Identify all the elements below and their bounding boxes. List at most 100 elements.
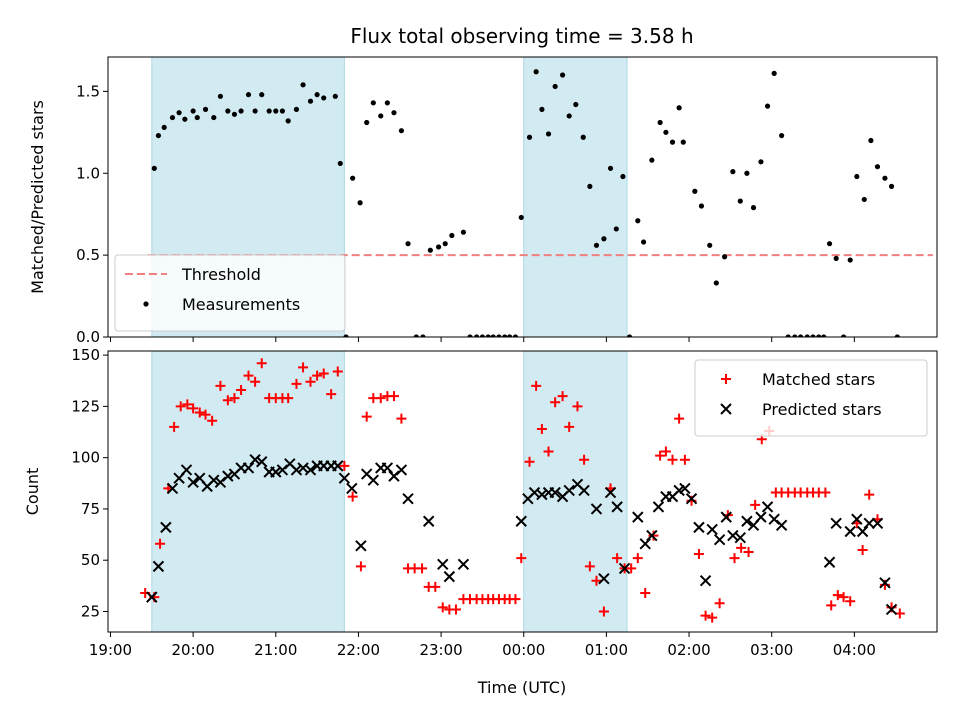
predicted-point (437, 558, 449, 571)
matched-point (175, 401, 186, 412)
x-tick-label: 03:00 (750, 641, 793, 659)
matched-point (686, 495, 697, 506)
matched-point (640, 588, 651, 599)
measurement-point (826, 241, 833, 247)
measurement-point (321, 95, 327, 101)
predicted-point (290, 464, 303, 476)
matched-point (437, 602, 448, 613)
matched-point (332, 366, 343, 377)
matched-point (626, 563, 637, 574)
predicted-point (590, 503, 603, 515)
predicted-point (222, 470, 234, 482)
matched-point (318, 368, 329, 379)
measurement-point (698, 203, 705, 209)
matched-point (564, 421, 575, 432)
measurement-point (512, 334, 519, 337)
matched-point (215, 380, 226, 391)
measurement-point (449, 232, 455, 239)
y-tick-label: 100 (71, 449, 100, 467)
measurement-point (545, 131, 552, 137)
measurement-point (467, 334, 473, 337)
matched-point (743, 547, 754, 558)
measurement-point (816, 334, 822, 337)
matched-point (550, 397, 561, 408)
matched-point (396, 413, 407, 424)
matched-point (598, 606, 609, 617)
matched-point (516, 553, 527, 564)
measurement-point (847, 257, 853, 263)
measurement-point (620, 173, 626, 180)
matched-point (736, 542, 747, 553)
matched-point (820, 487, 831, 498)
measurement-point (573, 101, 579, 108)
plot-area (140, 358, 905, 623)
measurement-point (601, 236, 607, 242)
x-tick-label: 22:00 (337, 641, 380, 659)
x-axis-label: Time (UTC) (477, 678, 566, 697)
predicted-point (632, 511, 644, 523)
matched-point (182, 399, 193, 410)
predicted-point (823, 556, 836, 568)
measurement-point (888, 183, 895, 189)
predicted-point (856, 525, 869, 538)
matched-point (305, 376, 316, 387)
measurement-point (161, 124, 167, 131)
matched-point (864, 489, 875, 500)
y-tick-label: 75 (81, 500, 100, 518)
legend-label: Measurements (182, 295, 300, 314)
measurement-point (744, 170, 750, 176)
measurement-point (436, 244, 442, 250)
matched-point (543, 446, 554, 457)
measurement-point (779, 132, 785, 139)
measurement-point (496, 334, 502, 337)
measurement-point (635, 218, 641, 224)
y-tick-label: 50 (81, 551, 100, 569)
matched-point (632, 553, 643, 564)
matched-point (169, 421, 180, 432)
y-axis-label: Matched/Predicted stars (28, 100, 47, 294)
measurement-point (151, 165, 157, 171)
measurement-point (266, 108, 272, 114)
measurement-point (413, 334, 419, 337)
y-tick-label: 0.0 (76, 328, 100, 346)
measurement-point (378, 113, 384, 119)
matched-point (750, 499, 761, 510)
matched-point (207, 415, 218, 426)
measurement-point (833, 255, 839, 262)
matched-point (524, 456, 535, 467)
matched-point (729, 553, 740, 564)
matched-point (612, 553, 623, 564)
predicted-point (242, 462, 255, 474)
matched-point (200, 409, 211, 420)
matched-point (857, 544, 868, 555)
measurement-point (391, 110, 397, 116)
measurement-point (580, 134, 586, 140)
matched-point (667, 454, 678, 465)
matched-point (236, 384, 247, 395)
x-tick-label: 19:00 (89, 641, 132, 659)
x-tick-label: 23:00 (419, 641, 462, 659)
measurement-point (279, 108, 285, 114)
matched-point (660, 446, 671, 457)
measurement-point (804, 334, 810, 337)
matched-point (700, 610, 711, 621)
matched-point (531, 380, 542, 391)
predicted-point (187, 476, 199, 488)
y-tick-label: 1.0 (76, 164, 100, 182)
shaded-interval (523, 56, 628, 338)
measurement-point (798, 334, 804, 337)
measurement-point (626, 334, 633, 337)
predicted-point (443, 570, 456, 583)
matched-point (591, 575, 602, 586)
matched-point (648, 530, 659, 541)
measurement-point (211, 114, 217, 121)
matched-point (579, 454, 590, 465)
matched-point (188, 403, 199, 414)
matched-point (510, 594, 521, 605)
predicted-point (734, 531, 746, 544)
plot-area (147, 69, 933, 337)
matched-point (339, 460, 350, 471)
legend-matched-swatch (721, 374, 731, 384)
matched-point (679, 454, 690, 465)
predicted-point (713, 533, 726, 546)
